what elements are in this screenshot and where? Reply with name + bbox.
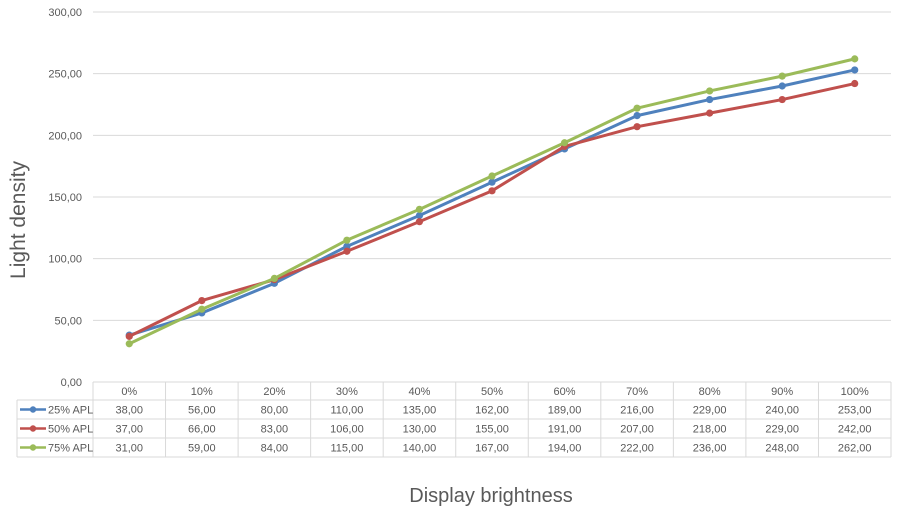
y-tick-label: 0,00 — [61, 377, 82, 389]
y-tick-label: 200,00 — [48, 130, 82, 142]
x-category-label: 10% — [191, 386, 213, 398]
table-value-cell: 189,00 — [548, 405, 582, 417]
x-category-label: 40% — [408, 386, 430, 398]
data-point — [778, 82, 786, 90]
x-category-label: 80% — [699, 386, 721, 398]
table-value-cell: 262,00 — [838, 443, 872, 455]
table-value-cell: 155,00 — [475, 424, 509, 436]
table-value-cell: 242,00 — [838, 424, 872, 436]
x-category-label: 20% — [263, 386, 285, 398]
data-point — [633, 123, 641, 131]
table-value-cell: 236,00 — [693, 443, 727, 455]
table-value-cell: 115,00 — [330, 443, 363, 455]
table-value-cell: 84,00 — [261, 443, 289, 455]
table-value-cell: 194,00 — [548, 443, 582, 455]
data-table: 0% 10% 20% 30% 40% 50% 60% 70% 80% 90% 100% 25% APL… — [16, 381, 892, 458]
table-value-cell: 248,00 — [765, 443, 799, 455]
x-category-label: 100% — [841, 386, 869, 398]
table-value-cell: 218,00 — [693, 424, 727, 436]
data-point — [415, 211, 424, 220]
y-tick-label: 250,00 — [48, 69, 82, 81]
data-point — [560, 139, 569, 147]
x-axis-title: Display brightness — [409, 485, 572, 507]
legend-label: 50% APL — [48, 424, 93, 436]
table-value-cell: 110,00 — [330, 405, 363, 417]
table-value-cell: 135,00 — [403, 405, 437, 417]
table-value-cell: 240,00 — [765, 405, 799, 417]
series-lines — [125, 55, 859, 348]
table-value-cell: 207,00 — [620, 424, 654, 436]
data-point — [125, 340, 133, 348]
table-value-cell: 37,00 — [116, 424, 144, 436]
table-value-cell: 83,00 — [261, 424, 289, 436]
data-point — [706, 87, 714, 95]
series-50-apl — [125, 79, 859, 340]
data-point — [415, 218, 424, 226]
x-category-label: 70% — [626, 386, 648, 398]
data-point — [125, 332, 133, 340]
table-value-cell: 140,00 — [403, 443, 437, 455]
table-value-cell: 162,00 — [475, 405, 509, 417]
data-point — [633, 112, 641, 120]
data-point — [198, 305, 206, 313]
data-point — [488, 178, 496, 186]
table-value-cell: 216,00 — [620, 405, 654, 417]
legend-key-marker — [29, 425, 37, 432]
y-tick-label: 150,00 — [48, 192, 82, 204]
data-point — [488, 172, 496, 180]
data-point — [778, 95, 786, 104]
data-point — [488, 187, 496, 195]
y-axis-ticks: 0,00 50,00 100,00 150,00 200,00 250,00 300,00 — [48, 7, 82, 389]
legend-key-marker — [29, 444, 37, 451]
y-axis-title: Light density — [7, 161, 30, 279]
y-tick-label: 50,00 — [54, 315, 82, 327]
series-75-apl — [125, 55, 859, 348]
table-value-cell: 229,00 — [693, 405, 727, 417]
table-value-cell: 191,00 — [548, 424, 582, 436]
gridlines — [93, 11, 891, 321]
legend-label: 75% APL — [48, 443, 93, 455]
data-point — [415, 205, 424, 213]
data-point — [851, 55, 859, 63]
legend-label: 25% APL — [48, 405, 93, 417]
data-point — [198, 297, 206, 305]
table-value-cell: 66,00 — [188, 424, 216, 436]
y-tick-label: 300,00 — [48, 7, 82, 19]
data-point — [343, 247, 351, 255]
legend-key-marker — [29, 406, 37, 413]
x-category-label: 30% — [336, 386, 358, 398]
data-point — [343, 236, 351, 244]
table-value-cell: 222,00 — [620, 443, 654, 455]
series-line — [127, 57, 857, 346]
data-point — [706, 95, 714, 104]
data-point — [633, 104, 641, 112]
table-value-cell: 38,00 — [116, 405, 144, 417]
data-point — [778, 72, 786, 80]
data-point — [851, 66, 859, 74]
x-category-label: 0% — [121, 386, 137, 398]
y-tick-label: 100,00 — [48, 254, 82, 266]
table-value-cell: 229,00 — [765, 424, 799, 436]
table-value-cell: 31,00 — [116, 443, 144, 455]
table-value-cell: 56,00 — [188, 405, 216, 417]
table-value-cell: 59,00 — [188, 443, 216, 455]
table-value-cell: 106,00 — [330, 424, 364, 436]
x-category-label: 90% — [771, 386, 793, 398]
data-point — [343, 242, 351, 250]
table-value-cell: 130,00 — [403, 424, 437, 436]
table-value-cell: 253,00 — [838, 405, 872, 417]
table-value-cell: 167,00 — [475, 443, 509, 455]
data-point — [851, 79, 859, 88]
x-category-label: 50% — [481, 386, 503, 398]
x-category-label: 60% — [554, 386, 576, 398]
data-point — [706, 109, 714, 117]
data-point — [270, 274, 278, 282]
table-value-cell: 80,00 — [261, 405, 289, 417]
